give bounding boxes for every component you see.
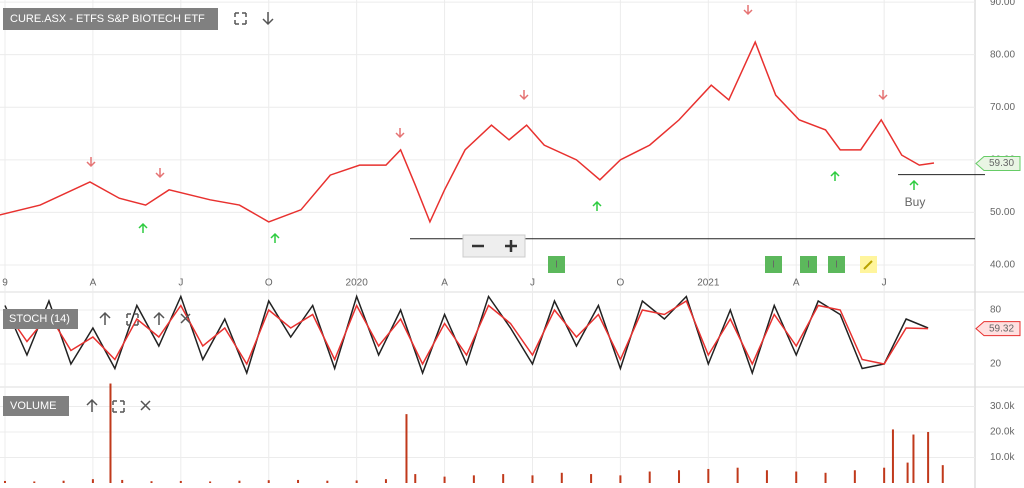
bar	[648, 471, 651, 483]
bar	[912, 434, 915, 483]
x-tick-label: A	[441, 278, 448, 289]
price-line	[0, 40, 935, 224]
event-box	[800, 256, 817, 273]
x-tick-label: A	[793, 278, 800, 289]
last-value-tag	[975, 321, 1021, 337]
y-tick-label: 70.00	[990, 102, 1015, 113]
note-marker[interactable]	[860, 256, 877, 273]
bar	[91, 479, 94, 483]
bar	[326, 480, 329, 483]
bar	[209, 481, 212, 483]
panel: 10.0k 20.0k 30.0k	[0, 383, 1015, 483]
bar	[62, 480, 65, 483]
title-box[interactable]: CURE.ASX - ETFS S&P BIOTECH ETF	[3, 8, 218, 30]
x-tick-label: O	[265, 278, 273, 289]
bar	[405, 414, 408, 483]
bar	[33, 481, 36, 483]
volume-box[interactable]: VOLUME	[3, 396, 69, 416]
line	[4, 294, 929, 376]
y-tick-label: 30.0k	[990, 401, 1015, 412]
bar	[927, 431, 930, 483]
stoch-box[interactable]: STOCH (14)	[3, 309, 78, 329]
bar	[297, 479, 300, 483]
bar	[891, 429, 894, 483]
x-tick-label: O	[617, 278, 625, 289]
bar	[109, 383, 112, 483]
event-marker[interactable]: I	[828, 256, 845, 273]
bar	[678, 470, 681, 483]
event-label: I	[807, 260, 810, 271]
bar	[531, 475, 534, 483]
panel-icons[interactable]	[234, 12, 274, 26]
bar	[560, 472, 563, 483]
bar	[824, 472, 827, 483]
last-value-tag	[975, 156, 1021, 172]
last-value-label: 59.30	[989, 158, 1014, 169]
event-label: I	[555, 260, 558, 271]
bar	[883, 467, 886, 483]
y-tick-label: 80	[990, 305, 1002, 316]
chart-title: CURE.ASX - ETFS S&P BIOTECH ETF	[10, 13, 205, 25]
bar	[707, 468, 710, 483]
y-tick-label: 50.00	[990, 207, 1015, 218]
panel-title: VOLUME	[10, 400, 56, 412]
x-tick-label: A	[90, 278, 97, 289]
bar	[384, 479, 387, 483]
bar	[736, 467, 739, 483]
bar	[121, 479, 124, 483]
line	[4, 299, 929, 366]
bar	[502, 474, 505, 483]
event-label: I	[835, 260, 838, 271]
event-marker[interactable]: I	[800, 256, 817, 273]
bar	[443, 476, 446, 483]
bar	[941, 465, 944, 483]
x-tick-label: 2020	[346, 278, 369, 289]
volume-icons[interactable]	[86, 398, 151, 413]
note-icon	[863, 260, 873, 270]
bar	[472, 475, 475, 483]
event-box	[765, 256, 782, 273]
bar	[267, 480, 270, 483]
y-tick-label: 10.0k	[990, 452, 1015, 463]
last-value-label: 59.32	[989, 323, 1014, 334]
x-tick-label: J	[178, 278, 183, 289]
stoch-icons[interactable]	[99, 311, 191, 326]
panel-title: STOCH (14)	[9, 313, 70, 325]
bar	[590, 474, 593, 483]
x-tick-label: J	[882, 278, 887, 289]
y-tick-label: 20	[990, 359, 1002, 370]
annotation: Buy	[905, 195, 926, 209]
event-marker[interactable]: I	[548, 256, 565, 273]
y-tick-label: 40.00	[990, 260, 1015, 271]
panel: 20 80 59.32	[0, 294, 1021, 376]
event-marker[interactable]: I	[765, 256, 782, 273]
bar	[619, 475, 622, 483]
bar	[765, 470, 768, 483]
bar	[414, 474, 417, 483]
y-tick-label: 90.00	[990, 0, 1015, 8]
bar	[906, 462, 909, 483]
signal-arrows	[86, 5, 919, 243]
bar	[355, 480, 358, 483]
y-tick-label: 80.00	[990, 49, 1015, 60]
bar	[150, 481, 153, 483]
x-tick-label: 9	[2, 278, 8, 289]
event-box	[548, 256, 565, 273]
bar	[179, 480, 182, 483]
bar	[853, 470, 856, 483]
event-label: I	[772, 260, 775, 271]
y-tick-label: 20.0k	[990, 427, 1015, 438]
bar	[3, 480, 6, 483]
zoom-control[interactable]	[462, 234, 526, 258]
x-tick-label: 2021	[697, 278, 720, 289]
x-tick-label: J	[530, 278, 535, 289]
event-box	[828, 256, 845, 273]
bar	[795, 471, 798, 483]
bar	[238, 480, 241, 483]
